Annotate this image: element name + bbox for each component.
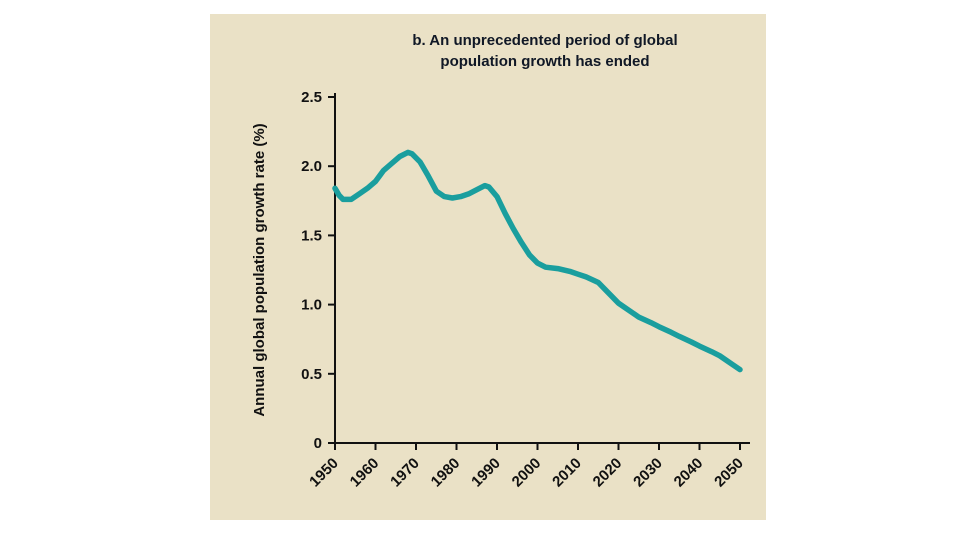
y-axis-label: Annual global population growth rate (%) — [251, 123, 268, 416]
growth-rate-line — [332, 149, 743, 373]
x-tick-label: 1980 — [428, 455, 464, 491]
y-tick-label: 0.5 — [301, 366, 322, 383]
x-tick-label: 2030 — [630, 455, 666, 491]
line-chart: 0 0.5 1.0 1.5 2.0 2.5 1950 1960 1970 1980 1990 2000… — [251, 89, 750, 491]
y-tick-label: 1.0 — [301, 297, 322, 314]
chart-title-line-1: b. An unprecedented period of global — [412, 32, 678, 49]
x-tick-label: 1950 — [306, 455, 342, 491]
x-tick-label: 2010 — [549, 455, 585, 491]
chart-title-line-2: population growth has ended — [440, 53, 650, 70]
chart-panel: b. An unprecedented period of global pop… — [210, 14, 766, 520]
x-tick-label: 2000 — [509, 455, 545, 491]
x-tick-label: 1970 — [387, 455, 423, 491]
x-tick-label: 2050 — [711, 455, 747, 491]
x-tick-label: 1960 — [347, 455, 383, 491]
y-tick-label: 2.0 — [301, 158, 322, 175]
x-tick-label: 2020 — [590, 455, 626, 491]
y-tick-label: 0 — [314, 435, 322, 452]
y-tick-label: 2.5 — [301, 89, 322, 106]
chart-title: b. An unprecedented period of global pop… — [320, 30, 770, 72]
y-tick-label: 1.5 — [301, 227, 322, 244]
x-tick-label: 1990 — [468, 455, 504, 491]
x-tick-label: 2040 — [671, 455, 707, 491]
